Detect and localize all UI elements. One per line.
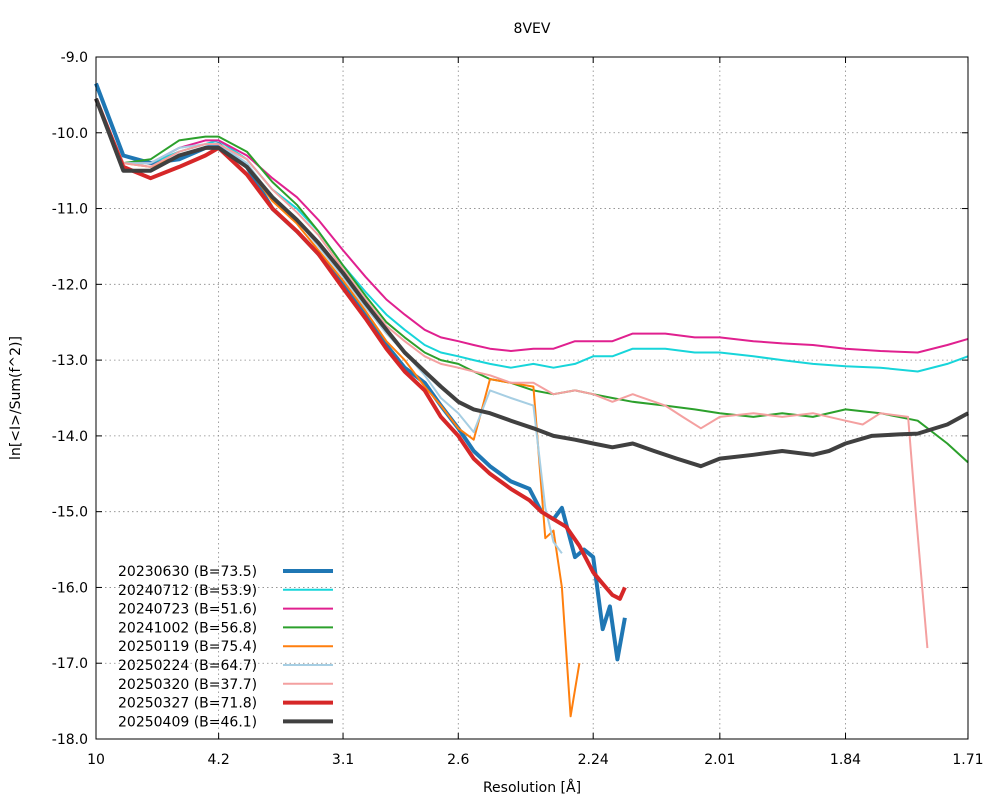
y-tick-label: -9.0 bbox=[61, 50, 88, 66]
y-tick-label: -13.0 bbox=[52, 353, 88, 369]
legend: 20230630 (B=73.5) 20240712 (B=53.9) 202407… bbox=[118, 564, 333, 730]
x-tick-label: 2.6 bbox=[447, 752, 469, 768]
y-axis-label: ln[<I>/Sum(f^2)] bbox=[8, 336, 24, 460]
legend-label: 20240723 (B=51.6) bbox=[118, 602, 257, 618]
legend-label: 20241002 (B=56.8) bbox=[118, 620, 257, 636]
x-tick-label: 1.84 bbox=[830, 752, 861, 768]
x-tick-label: 2.01 bbox=[704, 752, 735, 768]
y-tick-label: -10.0 bbox=[52, 126, 88, 142]
x-axis-label: Resolution [Å] bbox=[483, 779, 581, 796]
legend-label: 20240712 (B=53.9) bbox=[118, 583, 257, 599]
chart-title: 8VEV bbox=[514, 21, 551, 37]
plot-frame bbox=[95, 56, 969, 740]
x-tick-label: 10 bbox=[87, 752, 105, 768]
legend-label: 20250327 (B=71.8) bbox=[118, 696, 257, 712]
legend-label: 20250224 (B=64.7) bbox=[118, 658, 257, 674]
series-line-6 bbox=[95, 98, 563, 554]
series-line-9 bbox=[94, 97, 969, 469]
axis-ticks: -9.0 -10.0 -11.0 -12.0 -13.0 -14.0 -15.0 -16.0 -… bbox=[52, 50, 984, 768]
series-line-2 bbox=[95, 98, 969, 373]
legend-label: 20230630 (B=73.5) bbox=[118, 564, 257, 580]
series-line-3 bbox=[95, 98, 969, 354]
y-tick-label: -14.0 bbox=[52, 429, 88, 445]
y-tick-label: -17.0 bbox=[52, 656, 88, 672]
y-tick-label: -11.0 bbox=[52, 202, 88, 218]
y-tick-label: -16.0 bbox=[52, 580, 88, 596]
y-tick-label: -15.0 bbox=[52, 505, 88, 521]
x-tick-label: 1.71 bbox=[952, 752, 983, 768]
x-tick-label: 3.1 bbox=[332, 752, 354, 768]
legend-label: 20250119 (B=75.4) bbox=[118, 639, 257, 655]
y-tick-label: -18.0 bbox=[52, 732, 88, 748]
series-layer bbox=[94, 82, 969, 718]
y-tick-label: -12.0 bbox=[52, 277, 88, 293]
x-tick-label: 2.24 bbox=[578, 752, 609, 768]
grid bbox=[95, 56, 969, 740]
x-tick-label: 4.2 bbox=[207, 752, 229, 768]
legend-label: 20250409 (B=46.1) bbox=[118, 714, 257, 730]
legend-label: 20250320 (B=37.7) bbox=[118, 677, 257, 693]
series-line-7 bbox=[95, 98, 929, 649]
